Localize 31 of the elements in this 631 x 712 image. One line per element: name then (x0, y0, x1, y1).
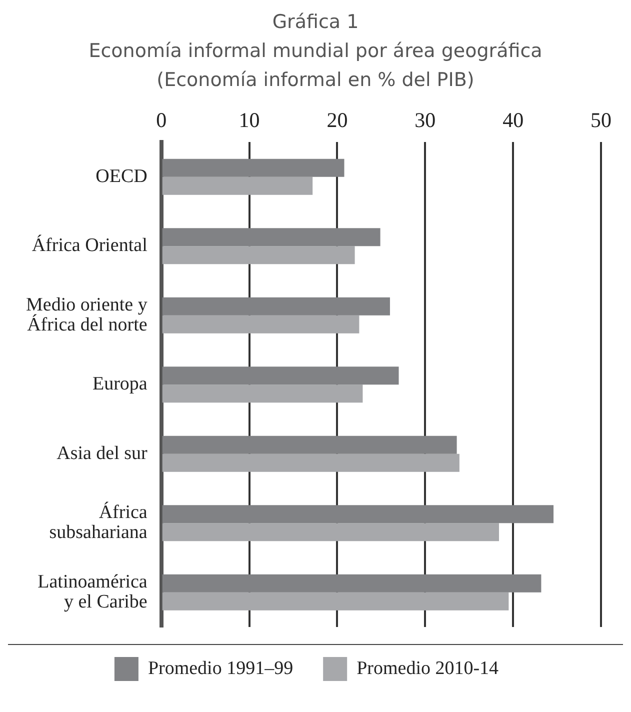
y-tick-label: Europa (92, 374, 148, 395)
x-tick-label: 20 (326, 108, 348, 132)
bar (162, 523, 500, 542)
bar (162, 505, 554, 524)
bar (162, 297, 390, 316)
legend-label: Promedio 2010-14 (356, 658, 500, 679)
bar (162, 592, 509, 610)
y-tick-label: África Oriental (32, 234, 148, 256)
y-tick-label: Asia del sur (56, 442, 148, 464)
bar (162, 366, 399, 385)
x-tick-label: 30 (414, 108, 436, 132)
bar (162, 176, 313, 195)
x-tick-label: 40 (502, 108, 524, 132)
x-tick-label: 50 (590, 108, 612, 132)
y-tick-label: Medio oriente y África del norte (26, 294, 148, 336)
bar (162, 574, 542, 592)
legend-label: Promedio 1991–99 (148, 658, 294, 679)
bar (162, 158, 344, 177)
bar (162, 228, 380, 246)
y-tick-label: Latinoamérica y el Caribe (38, 571, 148, 612)
chart-subtitle: Economía informal mundial por área geográfica (Economía informal en % del PIB) (88, 39, 544, 93)
y-tick-label: OECD (96, 166, 148, 187)
bar (162, 246, 355, 264)
bar (162, 384, 363, 403)
bar (162, 454, 460, 472)
x-tick-label: 0 (156, 108, 167, 132)
bar (162, 315, 360, 334)
chart-title: Gráfica 1 (271, 10, 360, 35)
bar (162, 436, 457, 454)
x-tick-label: 10 (238, 108, 260, 132)
y-tick-label: África subsahariana (49, 501, 148, 544)
